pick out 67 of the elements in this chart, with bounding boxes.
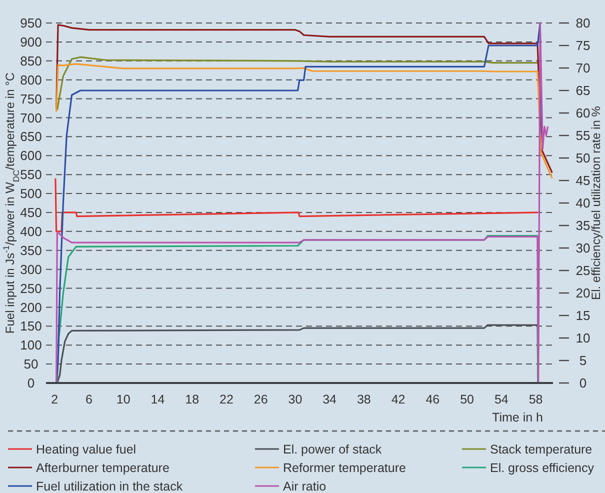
legend-label: Stack temperature (490, 442, 592, 456)
y-tick-label: 700 (20, 110, 42, 126)
y2-tick-label: 35 (576, 218, 590, 234)
y-tick-label: 800 (20, 72, 42, 88)
y-tick-label: 0 (27, 376, 35, 391)
x-tick-label: 26 (254, 392, 268, 406)
y-tick-label: 100 (20, 338, 42, 353)
y-tick-label: 200 (20, 300, 42, 315)
y-tick-label: 550 (20, 167, 42, 182)
y2-tick-label: 80 (576, 16, 590, 31)
y-tick-label: 950 (20, 16, 42, 31)
x-tick-label: 14 (150, 392, 165, 406)
y2-tick-label: 0 (579, 376, 587, 391)
y2-tick-label: 25 (576, 263, 590, 278)
x-tick-label: 54 (494, 392, 508, 406)
y2-tick-label: 65 (576, 83, 590, 98)
legend-label: Reformer temperature (283, 460, 406, 475)
x-tick-label: 10 (116, 392, 130, 406)
y-tick-label: 900 (20, 34, 42, 50)
y-tick-label: 500 (20, 186, 42, 202)
y2-tick-label: 20 (576, 286, 590, 301)
x-tick-label: 30 (288, 392, 302, 406)
legend-label: El. gross efficiency (490, 460, 595, 475)
y2-tick-label: 45 (576, 173, 590, 188)
y2-axis-title: El. efficiency/fuel utilization rate in % (589, 106, 604, 300)
y-tick-label: 650 (20, 129, 42, 144)
legend-label: Heating value fuel (36, 442, 136, 456)
y-tick-label: 150 (20, 318, 42, 334)
legend-label: Afterburner temperature (36, 460, 170, 475)
y2-tick-label: 55 (576, 128, 590, 144)
y-tick-label: 850 (20, 53, 42, 68)
x-tick-label: 2 (51, 392, 58, 406)
y-tick-label: 600 (20, 148, 42, 164)
y2-tick-label: 70 (576, 60, 590, 76)
y2-tick-label: 30 (576, 240, 590, 256)
x-axis-title: Time in h (492, 410, 544, 424)
line-series (56, 24, 553, 174)
line-series (54, 178, 538, 232)
y2-tick-label: 40 (576, 196, 590, 211)
y-tick-label: 350 (20, 242, 42, 258)
y-tick-label: 250 (20, 280, 42, 296)
x-tick-label: 50 (460, 392, 474, 406)
line-series (56, 63, 553, 180)
y-tick-label: 450 (20, 205, 42, 220)
y-tick-label: 750 (20, 91, 42, 106)
y-tick-label: 400 (20, 224, 42, 239)
y2-tick-label: 50 (576, 150, 590, 166)
x-tick-label: 34 (322, 392, 337, 406)
x-tick-label: 58 (528, 392, 543, 406)
legend-label: El. power of stack (283, 442, 382, 456)
y2-tick-label: 60 (576, 106, 590, 121)
x-tick-label: 18 (185, 392, 200, 406)
legend-label: Fuel utilization in the stack (36, 479, 184, 493)
x-tick-label: 46 (426, 392, 440, 406)
line-series (56, 56, 538, 111)
y2-tick-label: 5 (579, 353, 587, 368)
y-tick-label: 50 (24, 356, 38, 372)
x-tick-label: 6 (85, 392, 92, 406)
y2-tick-label: 75 (576, 38, 590, 54)
y2-tick-label: 10 (576, 330, 590, 346)
line-series (56, 324, 539, 384)
y2-tick-label: 15 (576, 308, 590, 324)
y-tick-label: 300 (20, 262, 42, 277)
legend-label: Air ratio (283, 479, 326, 493)
x-tick-label: 22 (220, 392, 234, 406)
x-tick-label: 42 (391, 392, 406, 406)
x-tick-label: 38 (356, 392, 371, 406)
